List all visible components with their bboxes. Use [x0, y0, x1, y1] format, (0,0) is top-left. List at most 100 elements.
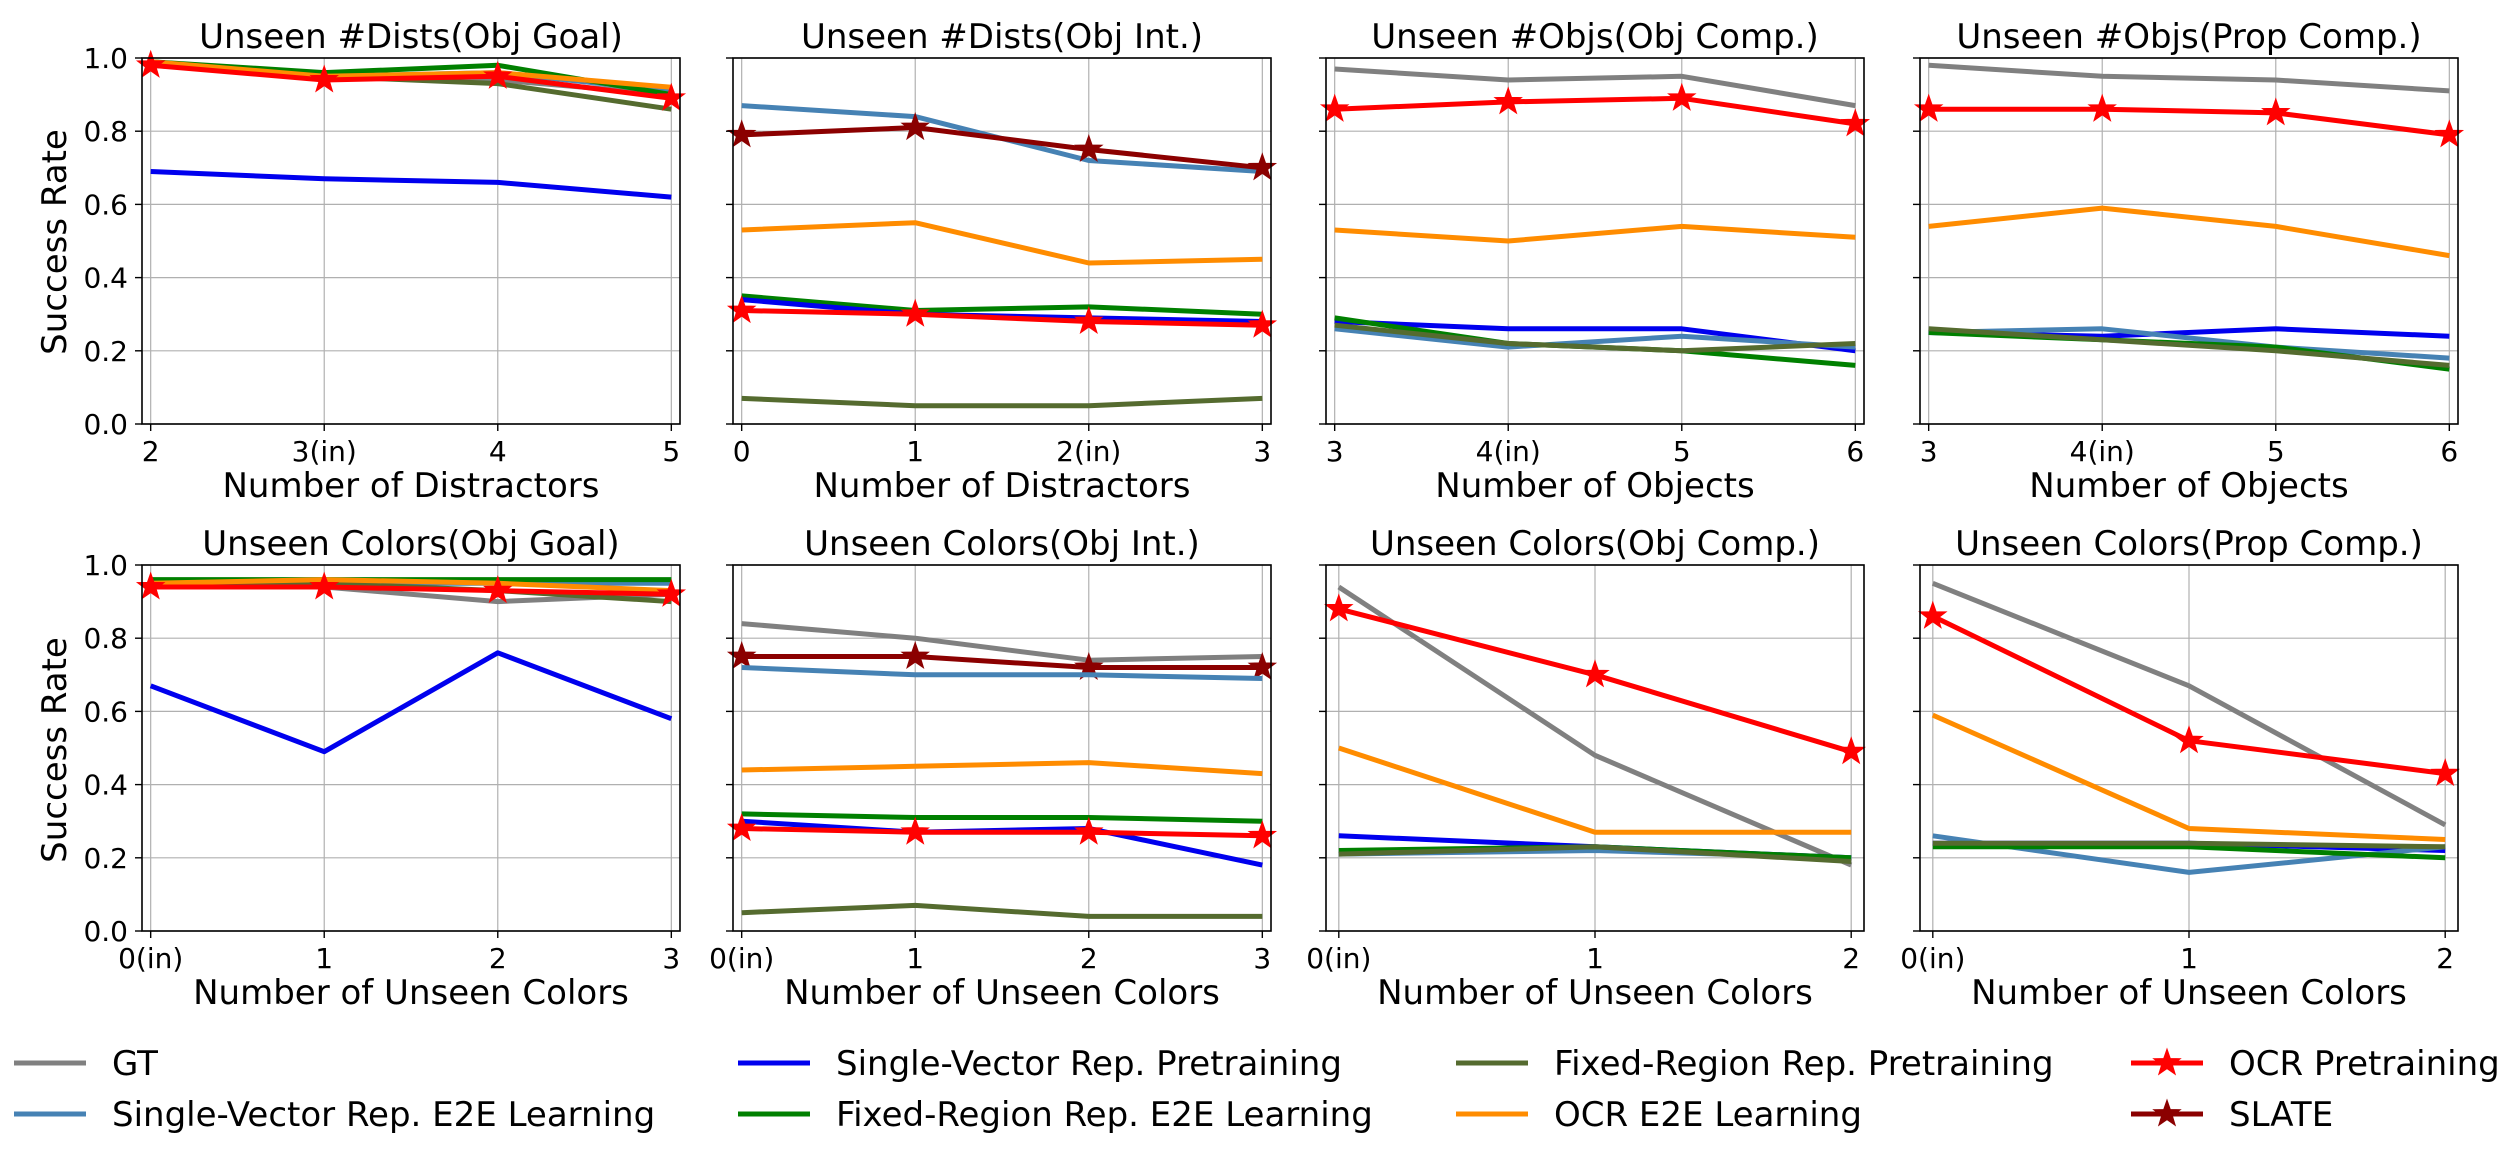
panel-8-line-gt: [1931, 580, 2447, 828]
panel-1-title: Unseen #Dists(Obj Goal): [199, 17, 623, 57]
panel-6-xtick-1: 1: [906, 942, 924, 975]
panel-7-xlabel: Number of Unseen Colors: [1377, 973, 1813, 1013]
panel-3: 3 4(in) 5 6 Unseen #Objs(Obj Comp.) Number of…: [1319, 17, 1871, 506]
panel-3-line-gt: [1334, 66, 1856, 109]
panel-6-marker-slate-0: [726, 640, 757, 670]
panel-2-xtick-0: 0: [733, 435, 751, 468]
panel-2-marker-slate-3: [1247, 152, 1278, 181]
panel-1-xlabel: Number of Distractors: [223, 466, 600, 506]
panel-1-xtick-2: 4: [489, 435, 507, 468]
legend-ocr-e2e-learning: OCR E2E Learning: [1456, 1095, 1862, 1135]
panel-5-ytick-5: 1.0: [83, 549, 128, 582]
panel-6-marker-slate-1: [900, 640, 930, 670]
panel-6-frame: [732, 564, 1272, 932]
panel-3-xtick-3: 6: [1846, 435, 1864, 468]
panel-4-line-single-vector-rep-e2e-learning: [1928, 326, 2450, 361]
panel-6: 0(in) 1 2 3 Unseen Colors(Obj Int.) Number of…: [709, 524, 1278, 1013]
panel-6-xtick-3: 3: [1253, 942, 1271, 975]
panel-8-title: Unseen Colors(Prop Comp.): [1955, 524, 2423, 564]
panel-2-line-ocr-e2e-learning: [741, 220, 1263, 266]
panel-2-marker-slate-2: [1074, 133, 1104, 163]
y-axis-label-top: Success Rate: [35, 129, 75, 355]
legend-slate: SLATE: [2131, 1095, 2333, 1135]
legend-gt: GT: [14, 1044, 158, 1084]
legend-fixed-region-rep-e2e-learning: Fixed-Region Rep. E2E Learning: [738, 1095, 1373, 1135]
panel-5-ytick-4: 0.8: [83, 622, 128, 655]
subplot-grid: 2 3(in) 4 5 0.0 0.2 0.4 0.6 0.8 1.0 Unseen #Dists(…: [83, 17, 2465, 1013]
legend-fixed-region-rep-pretraining: Fixed-Region Rep. Pretraining: [1456, 1044, 2054, 1084]
legend-slate-label: SLATE: [2229, 1095, 2333, 1135]
panel-4-line-ocr-e2e-learning: [1928, 205, 2450, 259]
panel-7-marker-ocr-pretraining-0: [1324, 593, 1354, 622]
panel-5-ytick-3: 0.6: [83, 695, 128, 728]
panel-8-xtick-2: 2: [2436, 942, 2454, 975]
panel-1-xtick-3: 5: [662, 435, 680, 468]
panel-4-xlabel: Number of Objects: [2029, 466, 2348, 506]
panel-1: 2 3(in) 4 5 0.0 0.2 0.4 0.6 0.8 1.0 Unseen #Dists(…: [83, 17, 687, 506]
panel-5-xlabel: Number of Unseen Colors: [193, 973, 629, 1013]
panel-4-xtick-2: 5: [2267, 435, 2285, 468]
panel-6-line-ocr-e2e-learning: [741, 760, 1263, 777]
panel-1-ytick-5: 1.0: [83, 42, 128, 75]
panel-7-xtick-0: 0(in): [1306, 942, 1371, 975]
panel-1-line-single-vector-rep-pretraining: [150, 169, 672, 200]
panel-6-xlabel: Number of Unseen Colors: [784, 973, 1220, 1013]
panel-5-marker-ocr-pretraining-1: [309, 571, 339, 600]
panel-2-marker-slate-0: [726, 119, 757, 148]
panel-1-marker-ocr-pretraining-0: [135, 49, 166, 78]
panel-7-line-fixed-region-rep-pretraining: [1338, 844, 1852, 864]
panel-4-xtick-3: 6: [2440, 435, 2458, 468]
panel-5-marker-ocr-pretraining-3: [656, 578, 687, 607]
panel-6-line-ocr-pretraining: [741, 826, 1263, 839]
panel-4-xtick-1: 4(in): [2070, 435, 2135, 468]
panel-5-line-ocr-pretraining: [150, 584, 672, 597]
panel-2: 0 1 2(in) 3 Unseen #Dists(Obj Int.) Number of…: [726, 17, 1278, 506]
panel-1-line-ocr-e2e-learning: [150, 59, 672, 90]
panel-3-title: Unseen #Objs(Obj Comp.): [1371, 17, 1819, 57]
panel-7-line-gt: [1337, 584, 1853, 868]
panel-6-marker-slate-3: [1247, 651, 1278, 681]
panel-2-line-fixed-region-rep-e2e-learning: [741, 293, 1263, 317]
panel-7-title: Unseen Colors(Obj Comp.): [1370, 524, 1820, 564]
panel-6-line-fixed-region-rep-pretraining: [741, 902, 1263, 919]
y-axis-label-bottom: Success Rate: [35, 637, 75, 863]
legend-single-vector-rep-pretraining-label: Single-Vector Rep. Pretraining: [836, 1044, 1342, 1084]
legend-fixed-region-rep-pretraining-label: Fixed-Region Rep. Pretraining: [1554, 1044, 2054, 1084]
panel-3-line-fixed-region-rep-pretraining: [1334, 322, 1856, 354]
panel-8-xtick-1: 1: [2180, 942, 2198, 975]
panel-7-marker-ocr-pretraining-2: [1836, 736, 1866, 765]
panel-6-xtick-0: 0(in): [709, 942, 774, 975]
panel-7: 0(in) 1 2 Unseen Colors(Obj Comp.) Number of…: [1306, 524, 1866, 1013]
panel-4-line-fixed-region-rep-pretraining: [1928, 326, 2450, 368]
panel-5-xtick-1: 1: [315, 942, 333, 975]
panel-3-marker-ocr-pretraining-0: [1319, 93, 1350, 122]
panel-1-marker-ocr-pretraining-3: [656, 82, 687, 111]
panel-6-title: Unseen Colors(Obj Int.): [804, 524, 1200, 564]
panel-4-frame: [1919, 57, 2459, 425]
panel-6-marker-ocr-pretraining-1: [900, 816, 930, 845]
panel-8-line-fixed-region-rep-e2e-learning: [1932, 844, 2446, 861]
panel-5-title: Unseen Colors(Obj Goal): [202, 524, 619, 564]
panel-5-frame: [141, 564, 681, 932]
panel-6-marker-ocr-pretraining-2: [1074, 816, 1104, 845]
panel-6-marker-ocr-pretraining-0: [726, 812, 757, 842]
panel-2-xtick-3: 3: [1253, 435, 1271, 468]
panel-8-xtick-0: 0(in): [1900, 942, 1965, 975]
panel-2-marker-ocr-pretraining-1: [900, 298, 930, 327]
panel-2-marker-ocr-pretraining-2: [1074, 305, 1104, 335]
panel-8-xlabel: Number of Unseen Colors: [1971, 973, 2407, 1013]
panel-6-line-fixed-region-rep-e2e-learning: [741, 811, 1263, 824]
panel-5-line-ocr-e2e-learning: [150, 577, 672, 594]
panel-5-ytick-0: 0.0: [83, 915, 128, 948]
panel-2-frame: [732, 57, 1272, 425]
panel-4-xtick-0: 3: [1920, 435, 1938, 468]
panel-8-line-ocr-e2e-learning: [1931, 712, 2446, 842]
panel-2-marker-ocr-pretraining-0: [726, 294, 757, 324]
panel-1-frame: [141, 57, 681, 425]
legend-fixed-region-rep-e2e-learning-label: Fixed-Region Rep. E2E Learning: [836, 1095, 1373, 1135]
panel-3-line-ocr-pretraining: [1334, 95, 1856, 127]
panel-2-line-slate: [741, 125, 1263, 171]
panel-1-marker-ocr-pretraining-1: [309, 64, 339, 93]
panel-6-line-single-vector-rep-e2e-learning: [741, 665, 1263, 681]
panel-1-ytick-3: 0.6: [83, 188, 128, 221]
